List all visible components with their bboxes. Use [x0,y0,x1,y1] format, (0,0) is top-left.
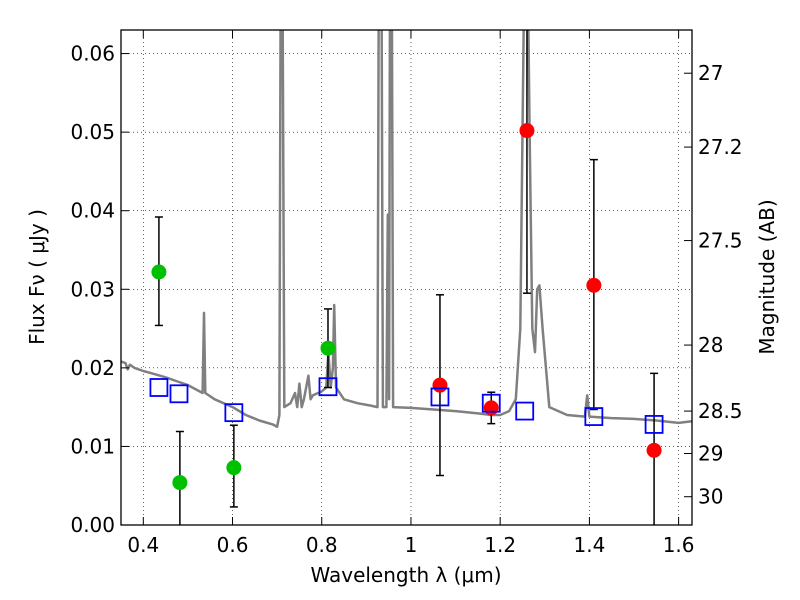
y-tick-label: 0.00 [70,513,115,537]
y2-tick-label: 29 [698,442,723,466]
y2-tick-label: 28.5 [698,399,743,423]
model-square-marker [515,401,535,421]
x-tick-label: 0.6 [217,533,249,557]
model-square-marker [644,415,664,434]
y-tick-label: 0.05 [70,120,115,144]
y-tick-label: 0.03 [70,277,115,301]
x-tick-label: 0.4 [127,533,159,557]
model-square-marker [224,403,244,423]
model-square-marker [169,384,189,404]
y-tick-label: 0.01 [70,434,115,458]
grid [121,30,692,526]
x-tick-label: 1.4 [573,533,605,557]
data-points-layer [149,30,664,525]
red-data-point [483,400,499,416]
y-tick-label: 0.02 [70,356,115,380]
green-data-point [172,475,188,491]
red-data-point [519,123,535,139]
y-axis-label: Flux Fν ( μJy ) [25,209,49,345]
model-square-marker [430,387,450,407]
green-data-point [226,460,242,476]
y2-tick-label: 27 [698,61,723,85]
y2-tick-label: 28 [698,333,723,357]
x-tick-label: 1.2 [484,533,516,557]
x-tick-label: 0.8 [306,533,338,557]
y2-tick-label: 30 [698,485,723,509]
x-tick-label: 1.6 [663,533,695,557]
x-axis-label: Wavelength λ (μm) [310,563,501,587]
green-data-point [151,264,167,280]
plot-background [121,30,692,525]
red-data-point [432,377,448,393]
model-square-marker [318,377,338,397]
model-square-marker [149,378,169,397]
y2-tick-label: 27.2 [698,135,743,159]
y2-axis-label: Magnitude (AB) [755,199,779,354]
plot-frame [120,29,693,526]
y-tick-label: 0.04 [70,199,115,223]
y-tick-label: 0.06 [70,42,115,66]
red-data-point [586,277,602,293]
green-data-point [320,340,336,356]
model-spectrum-line [121,30,692,429]
model-square-marker [584,407,604,426]
red-data-point [646,442,662,458]
model-square-marker [481,393,501,413]
x-tick-label: 1 [405,533,418,557]
model-spectrum-layer [121,30,692,429]
axis-ticks: 0.4 0.6 0.8 1 1.2 1.4 1.6 0.00 0.01 0.02 0.03 0.04 0… [70,30,743,557]
y2-tick-label: 27.5 [698,229,743,253]
